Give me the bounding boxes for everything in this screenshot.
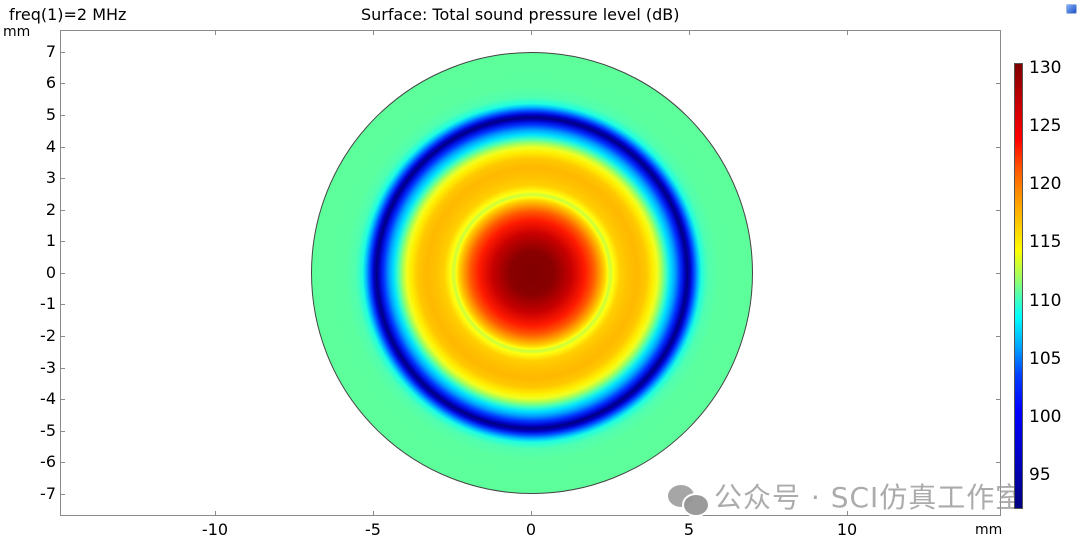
x-tick-mark-top bbox=[215, 30, 216, 35]
y-tick-label: 2 bbox=[45, 200, 56, 219]
y-tick-mark bbox=[60, 83, 65, 84]
colorbar-label: 125 bbox=[1029, 116, 1062, 136]
y-tick-mark bbox=[60, 368, 65, 369]
x-tick-mark bbox=[215, 511, 216, 516]
x-axis-unit: mm bbox=[975, 522, 1003, 538]
sound-pressure-surface-plot bbox=[311, 52, 753, 494]
y-tick-mark bbox=[60, 115, 65, 116]
app-logo-icon bbox=[1066, 4, 1077, 14]
x-tick-label: -10 bbox=[201, 520, 229, 539]
y-tick-label: -3 bbox=[40, 358, 56, 377]
colorbar-label: 100 bbox=[1029, 407, 1062, 427]
y-tick-mark bbox=[60, 336, 65, 337]
x-tick-mark-top bbox=[373, 30, 374, 35]
y-tick-mark bbox=[60, 304, 65, 305]
colorbar-label: 115 bbox=[1029, 232, 1062, 252]
wechat-icon bbox=[668, 483, 710, 517]
y-axis-unit: mm bbox=[3, 24, 31, 40]
plot-title: Surface: Total sound pressure level (dB) bbox=[361, 5, 680, 24]
watermark: 公众号 · SCI仿真工作室 bbox=[668, 476, 1025, 517]
y-tick-mark bbox=[60, 52, 65, 53]
y-tick-mark bbox=[60, 273, 65, 274]
y-tick-label: 0 bbox=[45, 263, 56, 282]
y-tick-label: -6 bbox=[40, 452, 56, 471]
y-tick-mark bbox=[60, 241, 65, 242]
colorbar-label: 110 bbox=[1029, 291, 1062, 311]
watermark-text: 公众号 · SCI仿真工作室 bbox=[714, 481, 1025, 514]
y-tick-label: 1 bbox=[45, 231, 56, 250]
x-tick-mark bbox=[373, 511, 374, 516]
colorbar-label: 130 bbox=[1029, 58, 1062, 78]
x-tick-label: -5 bbox=[365, 520, 381, 539]
x-tick-mark bbox=[847, 511, 848, 516]
y-tick-label: 5 bbox=[45, 105, 56, 124]
y-tick-mark bbox=[60, 399, 65, 400]
x-tick-label: 10 bbox=[836, 520, 858, 539]
parameter-label: freq(1)=2 MHz bbox=[9, 5, 127, 24]
y-tick-mark-right bbox=[996, 273, 1001, 274]
colorbar-label: 120 bbox=[1029, 174, 1062, 194]
y-tick-mark bbox=[60, 494, 65, 495]
y-tick-label: -2 bbox=[40, 326, 56, 345]
y-tick-mark-right bbox=[996, 83, 1001, 84]
x-tick-mark-top bbox=[847, 30, 848, 35]
colorbar bbox=[1014, 63, 1023, 509]
y-tick-label: -4 bbox=[40, 389, 56, 408]
x-tick-mark-top bbox=[531, 30, 532, 35]
y-tick-label: -5 bbox=[40, 421, 56, 440]
y-tick-mark-right bbox=[996, 147, 1001, 148]
x-tick-mark bbox=[531, 511, 532, 516]
y-tick-mark-right bbox=[996, 336, 1001, 337]
y-tick-mark bbox=[60, 210, 65, 211]
y-tick-label: 4 bbox=[45, 137, 56, 156]
x-tick-mark-top bbox=[689, 30, 690, 35]
y-tick-mark-right bbox=[996, 210, 1001, 211]
colorbar-label: 105 bbox=[1029, 349, 1062, 369]
y-tick-mark bbox=[60, 431, 65, 432]
y-tick-label: 3 bbox=[45, 168, 56, 187]
y-tick-mark bbox=[60, 178, 65, 179]
y-tick-label: -1 bbox=[40, 294, 56, 313]
colorbar-label: 95 bbox=[1029, 465, 1051, 485]
y-tick-mark-right bbox=[996, 462, 1001, 463]
y-tick-label: 7 bbox=[45, 42, 56, 61]
x-tick-label: 0 bbox=[525, 520, 537, 539]
y-tick-label: 6 bbox=[45, 73, 56, 92]
y-tick-label: -7 bbox=[40, 484, 56, 503]
y-tick-mark bbox=[60, 462, 65, 463]
y-tick-mark-right bbox=[996, 399, 1001, 400]
x-tick-label: 5 bbox=[683, 520, 695, 539]
y-tick-mark bbox=[60, 147, 65, 148]
